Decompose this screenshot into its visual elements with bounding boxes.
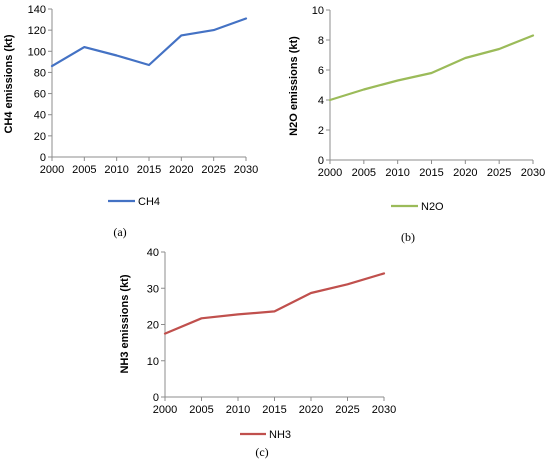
x-tick-label: 2020 bbox=[299, 404, 323, 416]
x-tick-label: 2005 bbox=[72, 164, 96, 176]
y-tick-label: 6 bbox=[318, 65, 324, 77]
x-tick-label: 2015 bbox=[262, 404, 286, 416]
x-tick-label: 2030 bbox=[234, 164, 258, 176]
y-axis-title-c: NH3 emissions (kt) bbox=[119, 274, 131, 373]
y-tick-label: 100 bbox=[28, 46, 46, 58]
y-tick-label: 4 bbox=[318, 95, 324, 107]
x-tick-label: 2015 bbox=[137, 164, 161, 176]
x-tick-label: 2000 bbox=[318, 167, 342, 179]
legend-label-nh3: NH3 bbox=[269, 429, 291, 441]
x-tick-label: 2030 bbox=[372, 404, 396, 416]
panel-label-a: (a) bbox=[113, 225, 126, 239]
y-tick-label: 20 bbox=[34, 131, 46, 143]
x-tick-label: 2010 bbox=[104, 164, 128, 176]
y-tick-label: 120 bbox=[28, 25, 46, 37]
y-tick-label: 140 bbox=[28, 4, 46, 16]
series-line-n2o bbox=[328, 34, 535, 102]
x-tick-label: 2025 bbox=[335, 404, 359, 416]
panel-label-c: (c) bbox=[255, 445, 268, 459]
legend-label-n2o: N2O bbox=[421, 201, 444, 213]
y-tick-label: 40 bbox=[147, 247, 159, 259]
y-tick-label: 10 bbox=[147, 356, 159, 368]
series-line-nh3 bbox=[163, 272, 386, 335]
y-tick-label: 0 bbox=[153, 392, 159, 404]
y-tick-label: 2 bbox=[318, 125, 324, 137]
y-tick-label: 40 bbox=[34, 110, 46, 122]
y-axis-title-b: N2O emissions (kt) bbox=[288, 36, 300, 136]
y-axis-title-a: CH4 emissions (kt) bbox=[3, 34, 15, 133]
x-tick-label: 2005 bbox=[189, 404, 213, 416]
y-tick-label: 10 bbox=[312, 5, 324, 17]
plot-area-a: 0 20 40 60 80 100 120 140 2000 2005 2010 2015 2020 20… bbox=[28, 4, 259, 176]
panel-label-b: (b) bbox=[401, 230, 415, 244]
x-tick-label: 2000 bbox=[40, 164, 64, 176]
x-tick-label: 2005 bbox=[352, 167, 376, 179]
x-tick-label: 2000 bbox=[153, 404, 177, 416]
x-tick-label: 2010 bbox=[385, 167, 409, 179]
x-tick-label: 2010 bbox=[226, 404, 250, 416]
x-tick-label: 2025 bbox=[201, 164, 225, 176]
plot-area-b: 0 2 4 6 8 10 2000 2005 2010 2015 2020 2025 2030 bbox=[312, 5, 545, 179]
y-tick-label: 30 bbox=[147, 283, 159, 295]
x-tick-label: 2020 bbox=[169, 164, 193, 176]
x-tick-label: 2025 bbox=[487, 167, 511, 179]
y-tick-label: 0 bbox=[318, 155, 324, 167]
y-tick-label: 60 bbox=[34, 89, 46, 101]
x-tick-label: 2015 bbox=[419, 167, 443, 179]
series-line-ch4 bbox=[50, 17, 248, 68]
y-tick-label: 8 bbox=[318, 35, 324, 47]
chart-panel-b: 0 2 4 6 8 10 2000 2005 2010 2015 2020 2025 2030 N2O … bbox=[288, 5, 545, 244]
y-tick-label: 80 bbox=[34, 67, 46, 79]
legend-label-ch4: CH4 bbox=[138, 196, 160, 208]
x-tick-label: 2030 bbox=[521, 167, 545, 179]
y-tick-label: 20 bbox=[147, 320, 159, 332]
x-tick-label: 2020 bbox=[453, 167, 477, 179]
y-tick-label: 0 bbox=[40, 152, 46, 164]
chart-panel-a: 0 20 40 60 80 100 120 140 2000 2005 2010 2015 2020 20… bbox=[3, 4, 258, 239]
